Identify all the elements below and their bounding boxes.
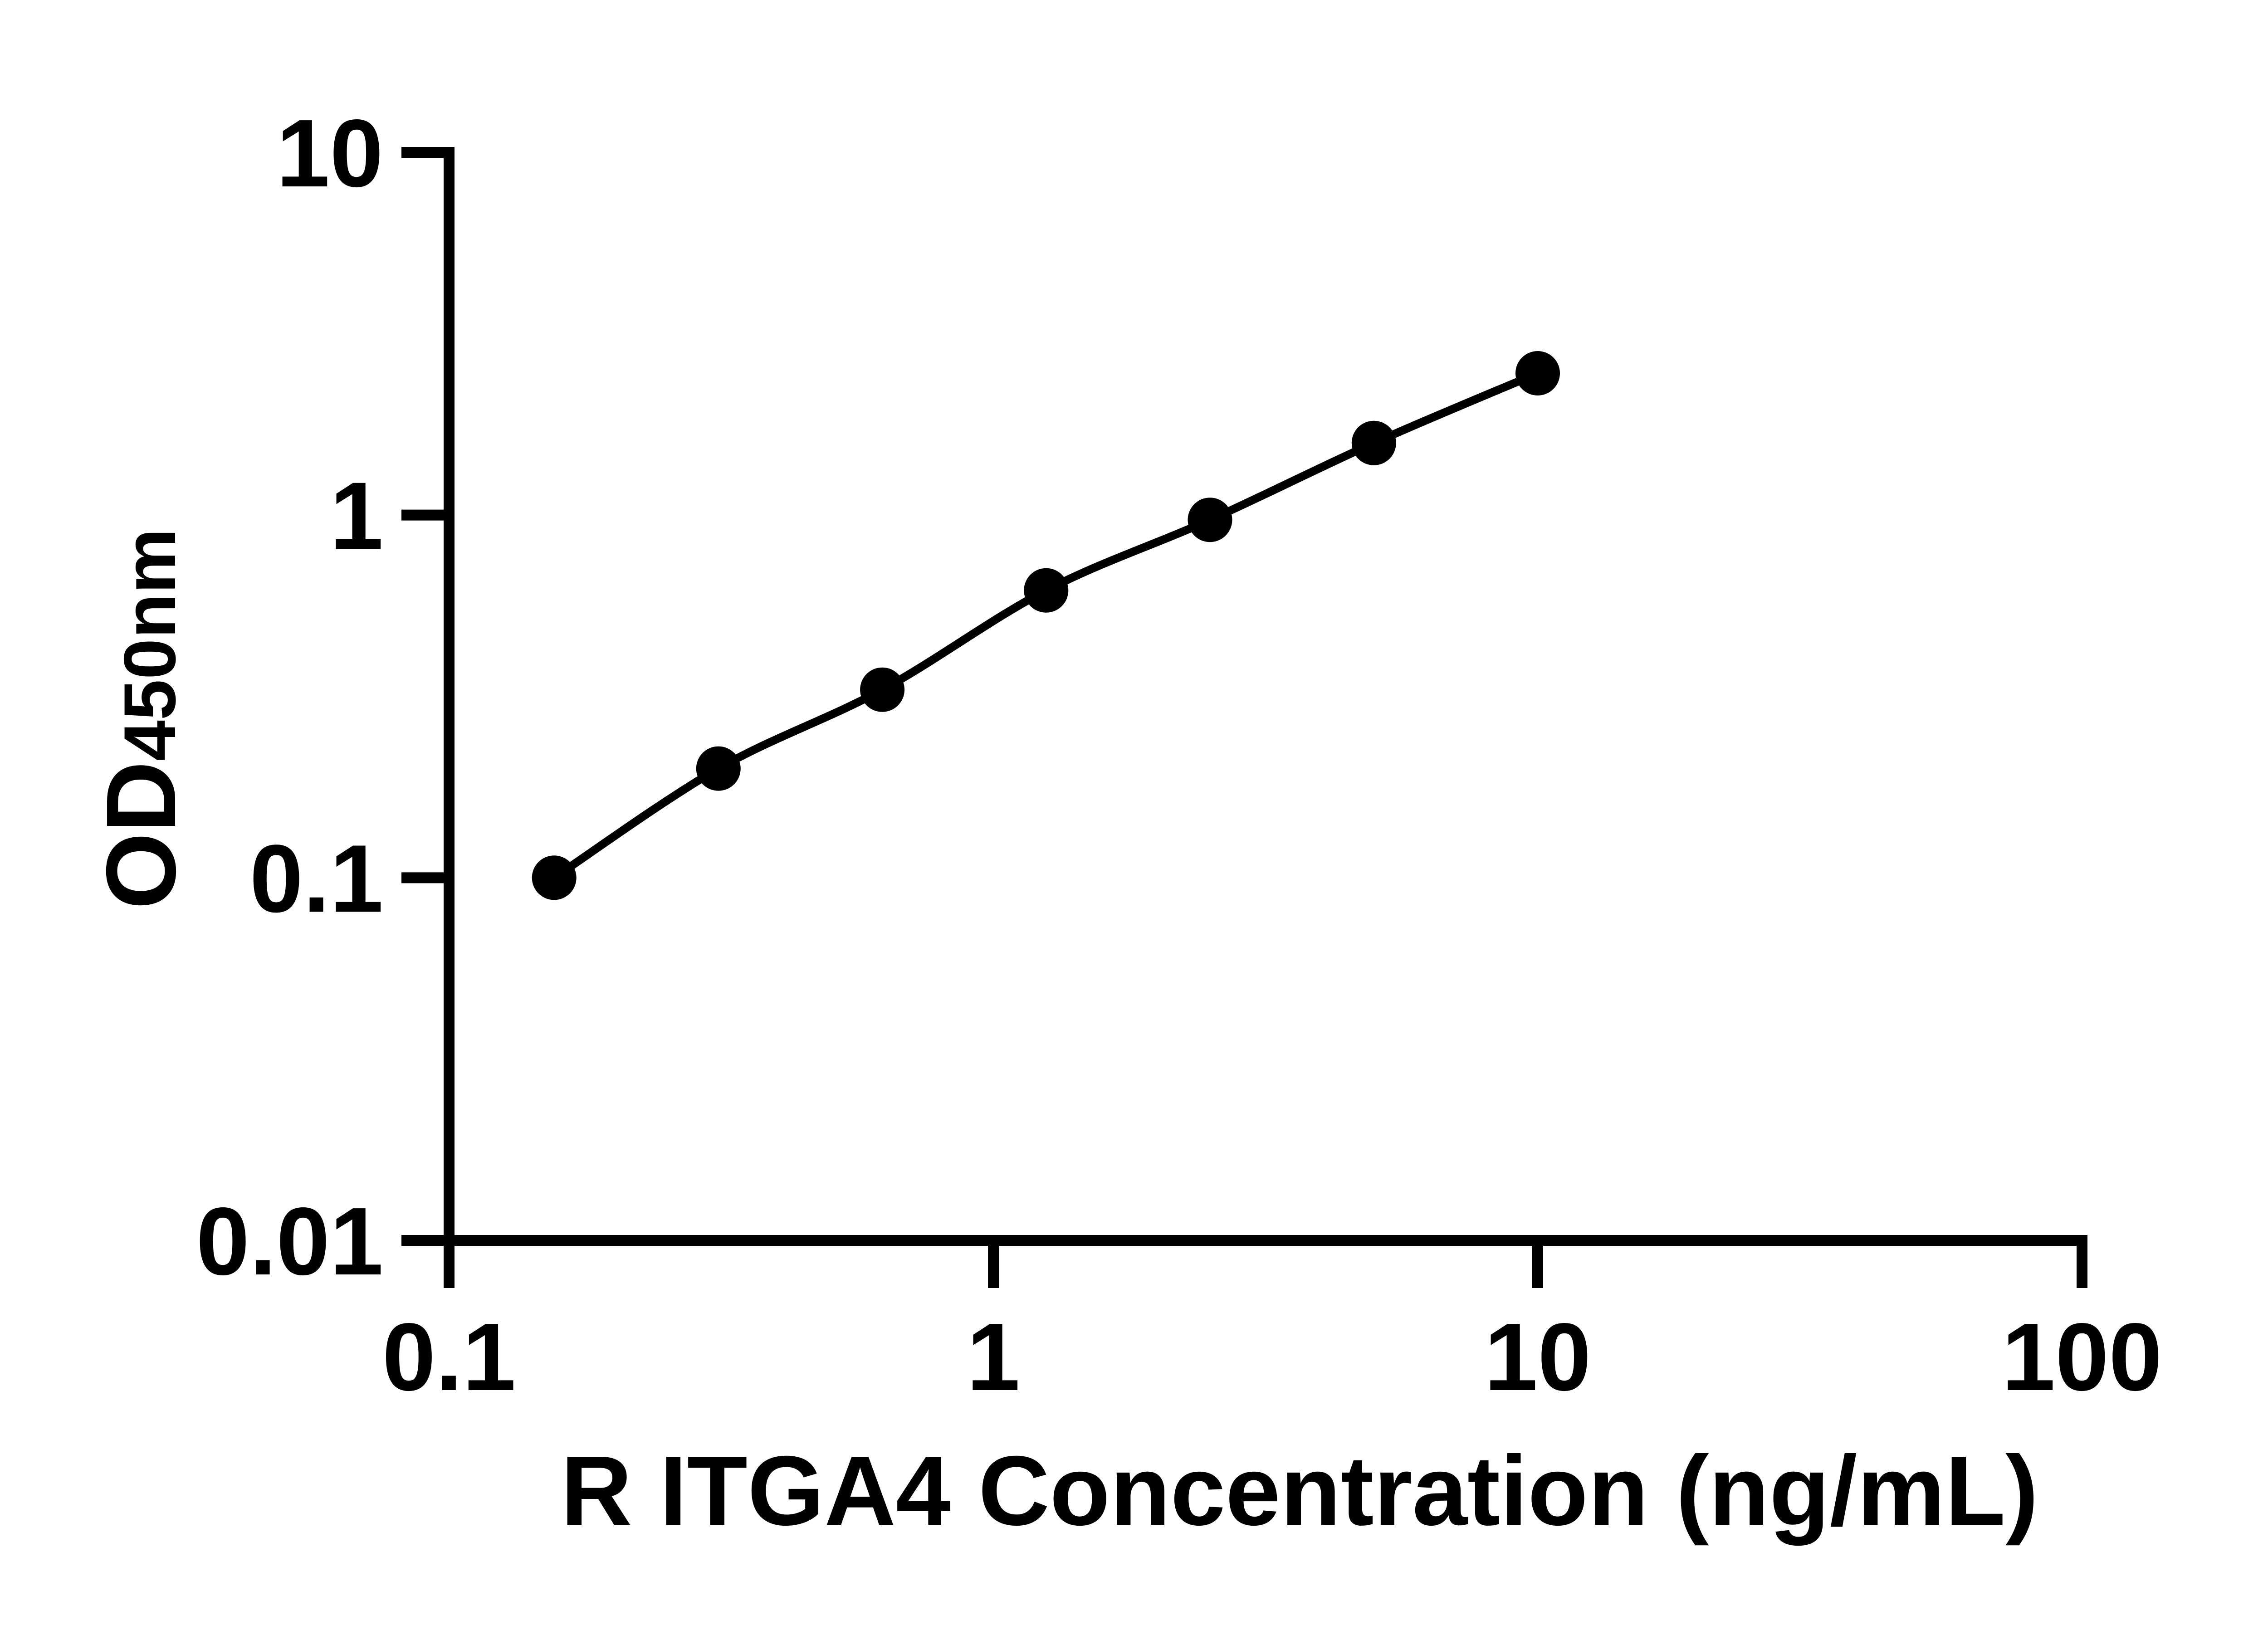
y-tick-label: 0.1	[249, 825, 383, 932]
y-tick-label: 1	[330, 462, 383, 570]
data-point-marker	[696, 746, 741, 791]
data-point-marker	[1188, 498, 1232, 542]
data-point-marker	[1024, 568, 1069, 613]
x-tick-label: 0.1	[382, 1303, 516, 1410]
y-axis-title: OD450nm	[86, 528, 196, 909]
data-point-marker	[860, 667, 905, 712]
data-point-marker	[1351, 420, 1396, 465]
x-tick-label: 10	[1484, 1303, 1591, 1410]
x-tick-label: 1	[967, 1303, 1020, 1410]
x-tick-label: 100	[2002, 1303, 2162, 1410]
data-point-marker	[1515, 351, 1560, 395]
x-axis-title: R ITGA4 Concentration (ng/mL)	[561, 1436, 2038, 1546]
axis-frame	[444, 147, 2082, 1246]
y-axis-title-sub: 450nm	[109, 528, 191, 761]
y-tick-label: 10	[276, 99, 383, 207]
series-layer	[532, 351, 1560, 900]
y-axis-title-main: OD	[86, 761, 196, 909]
data-point-marker	[532, 855, 577, 900]
y-tick-label: 0.01	[196, 1187, 383, 1295]
